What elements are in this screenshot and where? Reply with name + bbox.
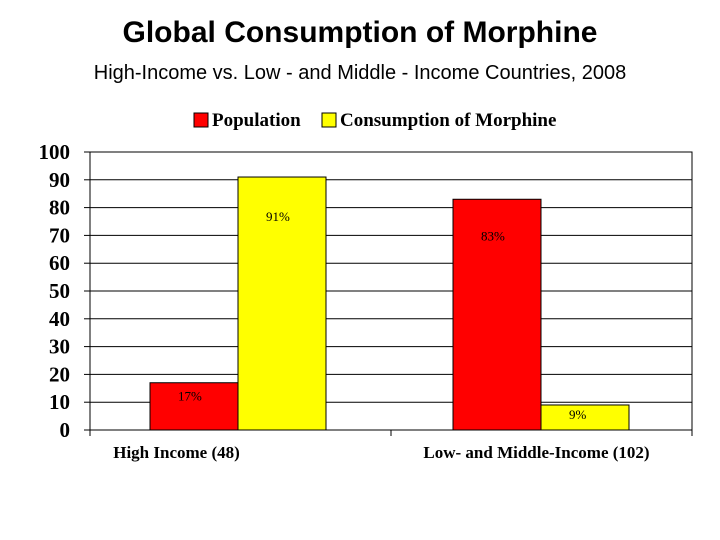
legend-swatch-morphine [321, 112, 337, 128]
y-axis-ticks: 0 10 20 30 40 50 60 70 80 90 100 [39, 140, 90, 442]
data-label: 17% [178, 389, 202, 404]
y-tick-label: 10 [49, 390, 70, 414]
plot-area [89, 151, 693, 431]
data-label: 91% [266, 209, 290, 224]
y-tick-label: 30 [49, 335, 70, 359]
y-tick-label: 70 [49, 223, 70, 247]
legend-label-population: Population [212, 110, 301, 131]
page-title: Global Consumption of Morphine [122, 16, 598, 49]
y-tick-label: 20 [49, 362, 70, 386]
bar-morphine [237, 176, 327, 431]
y-tick-label: 80 [49, 196, 70, 220]
legend-swatch-population [193, 112, 209, 128]
y-tick-label: 60 [49, 251, 70, 275]
legend-label-morphine: Consumption of Morphine [340, 110, 556, 131]
y-tick-label: 40 [49, 307, 70, 331]
y-tick-label: 50 [49, 279, 70, 303]
y-tick-label: 0 [60, 418, 71, 442]
legend: Population Consumption of Morphine [193, 110, 556, 131]
bar-population [452, 198, 542, 431]
bars [149, 176, 630, 431]
y-tick-label: 90 [49, 168, 70, 192]
data-label: 9% [569, 407, 587, 422]
x-tick-label: High Income (48) [113, 443, 240, 462]
y-tick-label: 100 [39, 140, 71, 164]
bar-morphine [540, 404, 630, 431]
page-subtitle: High-Income vs. Low - and Middle - Incom… [93, 62, 627, 84]
x-axis-ticks: High Income (48) Low- and Middle-Income (… [89, 430, 693, 462]
data-label: 83% [481, 228, 505, 243]
bar-population [149, 382, 239, 431]
data-labels: 17% 91% 83% 9% [178, 209, 587, 422]
x-tick-label: Low- and Middle-Income (102) [423, 443, 649, 462]
